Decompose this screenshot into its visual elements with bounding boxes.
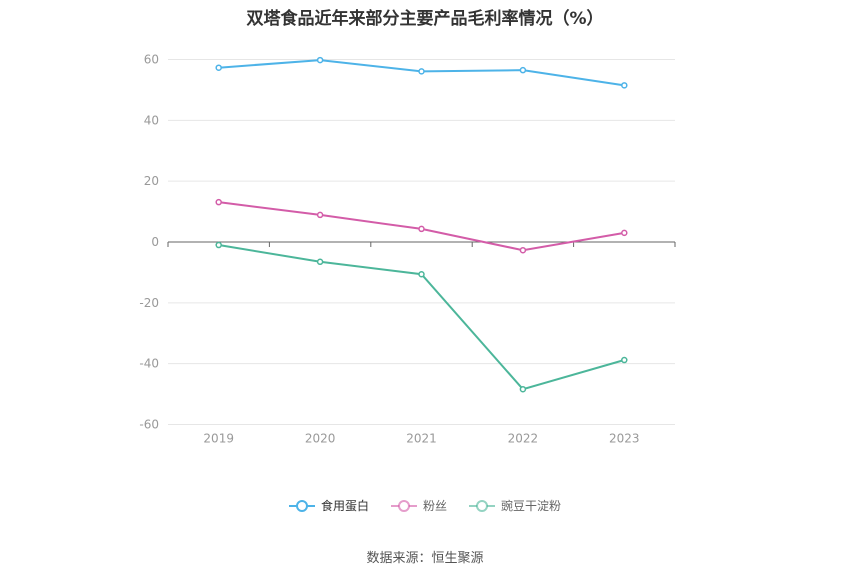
data-point — [519, 66, 527, 74]
legend-line-marker-icon — [469, 499, 495, 512]
data-point — [215, 64, 222, 71]
data-point — [316, 258, 324, 266]
y-tick-label: 0 — [151, 235, 159, 249]
data-point — [316, 56, 324, 64]
legend-item[interactable]: 粉丝 — [390, 497, 447, 514]
legend-label: 食用蛋白 — [320, 499, 369, 513]
x-tick-label: 2022 — [508, 432, 539, 446]
y-tick-label: 40 — [144, 113, 159, 127]
data-source: 数据来源：恒生聚源 — [366, 551, 484, 566]
data-point — [519, 246, 527, 254]
x-tick-label: 2020 — [305, 432, 336, 446]
y-tick-label: -60 — [139, 418, 159, 432]
chart-title: 双塔食品近年来部分主要产品毛利率情况（%） — [246, 9, 604, 29]
line-chart: 60 40 20 0 -20 -40 -60 2019 2020 2021 2022 2023 — [139, 53, 676, 446]
legend-label: 豌豆干淀粉 — [501, 499, 562, 513]
y-tick-label: -40 — [139, 357, 159, 371]
data-point — [418, 270, 425, 278]
legend-line-marker-icon — [390, 499, 417, 512]
data-point — [519, 385, 527, 393]
y-tick-label: 20 — [144, 174, 159, 188]
legend-item[interactable]: 食用蛋白 — [288, 497, 369, 514]
data-point — [316, 211, 324, 219]
legend-item[interactable]: 豌豆干淀粉 — [469, 497, 561, 514]
data-point — [215, 241, 222, 249]
data-point — [621, 82, 628, 89]
legend-line-marker-icon — [288, 499, 315, 512]
data-point — [621, 356, 628, 364]
series-line-3 — [218, 244, 625, 391]
data-point — [418, 68, 425, 75]
data-point — [418, 225, 425, 233]
data-point — [621, 229, 628, 237]
x-tick-label: 2023 — [609, 432, 640, 446]
data-point — [215, 198, 222, 206]
y-tick-label: 60 — [144, 53, 159, 67]
chart-legend: 食用蛋白 粉丝 豌豆干淀粉 — [0, 497, 850, 514]
x-tick-label: 2019 — [203, 432, 234, 446]
x-tick-label: 2021 — [406, 432, 437, 446]
y-tick-label: -20 — [139, 296, 159, 310]
legend-label: 粉丝 — [422, 499, 447, 513]
